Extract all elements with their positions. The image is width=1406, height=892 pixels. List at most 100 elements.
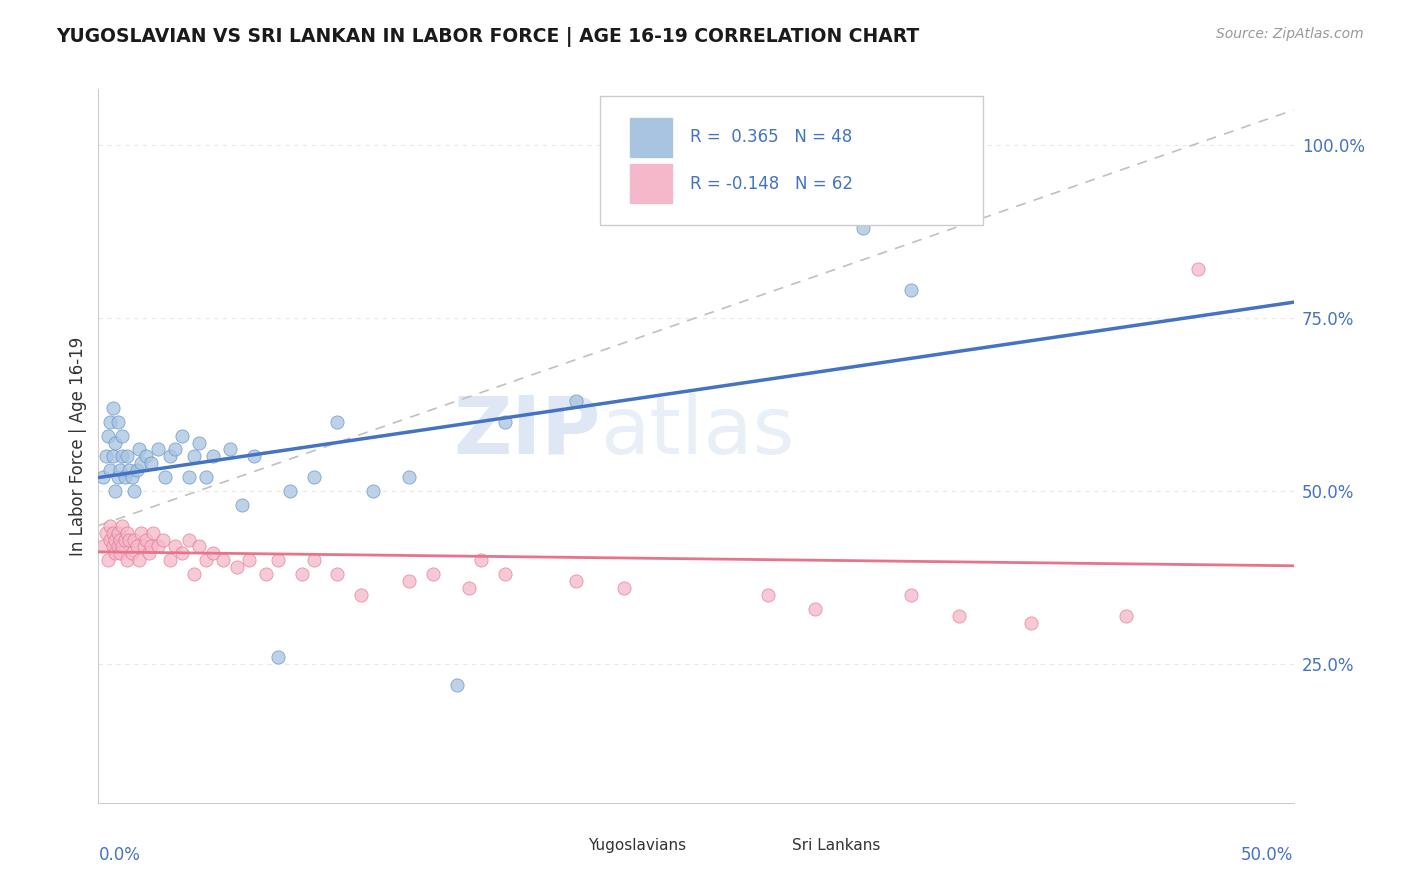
Point bbox=[172, 546, 194, 560]
Text: ZIP: ZIP bbox=[453, 392, 600, 471]
Point bbox=[1019, 615, 1042, 630]
Point bbox=[398, 574, 420, 588]
Point bbox=[101, 525, 124, 540]
Text: atlas: atlas bbox=[600, 392, 794, 471]
Point bbox=[111, 450, 134, 464]
Point bbox=[121, 546, 143, 560]
Bar bbox=[756, 830, 786, 862]
Point bbox=[104, 435, 127, 450]
Point bbox=[107, 415, 129, 429]
Point bbox=[267, 650, 290, 665]
Point bbox=[219, 442, 242, 457]
Point bbox=[91, 540, 114, 554]
Text: 50.0%: 50.0% bbox=[1241, 846, 1294, 863]
Text: Yugoslavians: Yugoslavians bbox=[589, 838, 686, 853]
Point bbox=[111, 428, 134, 442]
Point bbox=[121, 470, 143, 484]
Point bbox=[187, 435, 209, 450]
Text: YUGOSLAVIAN VS SRI LANKAN IN LABOR FORCE | AGE 16-19 CORRELATION CHART: YUGOSLAVIAN VS SRI LANKAN IN LABOR FORCE… bbox=[56, 27, 920, 46]
Point bbox=[101, 401, 124, 415]
Point bbox=[124, 483, 146, 498]
Point bbox=[494, 567, 516, 582]
Point bbox=[115, 553, 138, 567]
Point bbox=[756, 588, 779, 602]
Bar bbox=[553, 830, 582, 862]
Point bbox=[900, 588, 922, 602]
Point bbox=[172, 428, 194, 442]
Point bbox=[101, 450, 124, 464]
Point bbox=[302, 553, 325, 567]
Point bbox=[148, 540, 170, 554]
Bar bbox=[630, 164, 672, 203]
Point bbox=[254, 567, 277, 582]
Point bbox=[104, 546, 127, 560]
Point bbox=[115, 525, 138, 540]
Point bbox=[139, 540, 162, 554]
Point bbox=[104, 533, 127, 547]
Point bbox=[131, 456, 153, 470]
Point bbox=[128, 442, 150, 457]
Point bbox=[211, 553, 233, 567]
Point bbox=[183, 567, 205, 582]
Text: Sri Lankans: Sri Lankans bbox=[792, 838, 880, 853]
Point bbox=[125, 540, 148, 554]
Point bbox=[187, 540, 209, 554]
Point bbox=[278, 483, 301, 498]
Point bbox=[108, 533, 131, 547]
Point bbox=[104, 483, 127, 498]
Point bbox=[202, 546, 225, 560]
Text: Source: ZipAtlas.com: Source: ZipAtlas.com bbox=[1216, 27, 1364, 41]
Point bbox=[948, 608, 970, 623]
Point bbox=[900, 283, 922, 297]
Point bbox=[155, 470, 177, 484]
Point bbox=[128, 553, 150, 567]
Point bbox=[194, 470, 218, 484]
Point bbox=[398, 470, 420, 484]
Point bbox=[302, 470, 325, 484]
Point bbox=[194, 553, 218, 567]
Point bbox=[148, 442, 170, 457]
Point bbox=[565, 574, 588, 588]
Point bbox=[363, 483, 385, 498]
Point bbox=[350, 588, 373, 602]
Point bbox=[131, 525, 153, 540]
Point bbox=[183, 450, 205, 464]
Point bbox=[107, 525, 129, 540]
Point bbox=[135, 533, 157, 547]
Point bbox=[107, 470, 129, 484]
Point bbox=[98, 415, 122, 429]
Point bbox=[326, 567, 349, 582]
Point bbox=[94, 525, 117, 540]
Point bbox=[1115, 608, 1137, 623]
Point bbox=[446, 678, 468, 692]
Point bbox=[179, 470, 201, 484]
Point bbox=[98, 533, 122, 547]
Point bbox=[114, 533, 136, 547]
Point bbox=[226, 560, 249, 574]
Point bbox=[422, 567, 444, 582]
Point bbox=[231, 498, 253, 512]
Point bbox=[163, 442, 186, 457]
Point bbox=[159, 450, 181, 464]
Point bbox=[124, 533, 146, 547]
Point bbox=[163, 540, 186, 554]
Point bbox=[98, 518, 122, 533]
Point bbox=[115, 450, 138, 464]
Point bbox=[291, 567, 314, 582]
Point bbox=[98, 463, 122, 477]
Point bbox=[326, 415, 349, 429]
Point bbox=[118, 463, 141, 477]
Point bbox=[111, 540, 134, 554]
Point bbox=[108, 463, 131, 477]
Point bbox=[107, 540, 129, 554]
Point bbox=[139, 456, 162, 470]
Point bbox=[243, 450, 266, 464]
Point bbox=[804, 602, 827, 616]
Point bbox=[565, 394, 588, 409]
Point bbox=[470, 553, 492, 567]
Point bbox=[267, 553, 290, 567]
Point bbox=[852, 220, 875, 235]
Text: R = -0.148   N = 62: R = -0.148 N = 62 bbox=[690, 175, 853, 193]
Point bbox=[108, 546, 131, 560]
Point bbox=[101, 540, 124, 554]
